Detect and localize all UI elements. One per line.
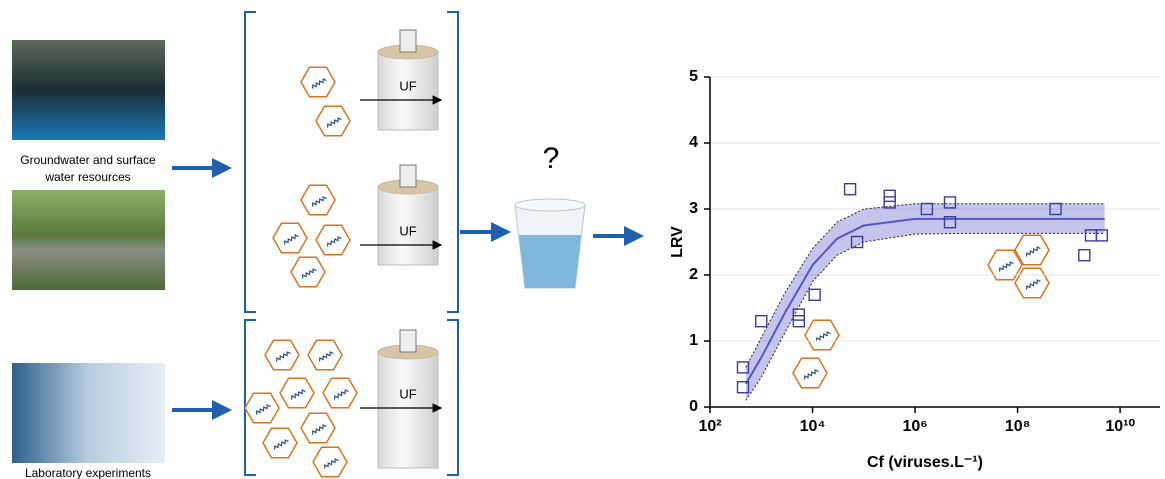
x-axis-label: Cf (viruses.L⁻¹)	[867, 454, 983, 471]
virus-shell	[280, 378, 314, 407]
virus	[301, 67, 335, 96]
virus	[313, 447, 347, 476]
virus	[793, 358, 827, 387]
virus-shell	[301, 185, 335, 214]
y-axis-label: LRV	[669, 226, 686, 258]
y-tick-label: 2	[689, 266, 698, 283]
virus	[316, 106, 350, 135]
uf-label: UF	[399, 386, 416, 401]
source-label: Groundwater and surface	[20, 153, 156, 167]
virus	[1015, 235, 1049, 264]
virus-shell	[291, 257, 325, 286]
cartridge-nozzle	[400, 330, 416, 352]
virus	[805, 320, 839, 349]
virus-shell	[323, 378, 357, 407]
virus-shell	[1015, 268, 1049, 297]
virus	[1015, 268, 1049, 297]
x-tick-label: 10²	[698, 418, 721, 435]
virus-shell	[263, 428, 297, 457]
virus-shell	[1015, 235, 1049, 264]
graphical-abstract: Groundwater and surface water resources …	[0, 0, 1165, 479]
virus	[301, 413, 335, 442]
virus-shell	[316, 106, 350, 135]
data-point	[1079, 250, 1090, 261]
virus-shell	[301, 413, 335, 442]
virus	[291, 257, 325, 286]
data-point	[884, 190, 895, 201]
viruses	[245, 67, 1049, 476]
data-point	[845, 184, 856, 195]
x-tick-label: 10⁶	[902, 418, 927, 435]
water-glass	[515, 199, 585, 288]
y-tick-label: 4	[689, 134, 698, 151]
cartridges	[378, 30, 438, 468]
virus	[265, 340, 299, 369]
cartridge	[378, 352, 438, 468]
uf-label: UF	[399, 78, 416, 93]
virus-shell	[245, 393, 279, 422]
virus-shell	[793, 358, 827, 387]
y-tick-label: 0	[689, 398, 698, 415]
virus-shell	[316, 225, 350, 254]
virus	[308, 340, 342, 369]
virus	[316, 225, 350, 254]
virus	[245, 393, 279, 422]
lab-photo	[12, 363, 165, 463]
data-point	[793, 316, 804, 327]
y-tick-label: 3	[689, 200, 698, 217]
x-tick-label: 10⁸	[1005, 418, 1030, 435]
cartridge-nozzle	[400, 30, 416, 52]
source-label: water resources	[44, 170, 130, 184]
uf-label: UF	[399, 223, 416, 238]
source-label: Laboratory experiments	[25, 466, 151, 479]
virus	[280, 378, 314, 407]
virus-shell	[273, 223, 307, 252]
virus-shell	[265, 340, 299, 369]
question-mark: ?	[543, 142, 560, 175]
river-photo	[12, 190, 165, 290]
data-point	[809, 289, 820, 300]
virus-shell	[301, 67, 335, 96]
virus	[323, 378, 357, 407]
data-point	[756, 316, 767, 327]
virus	[301, 185, 335, 214]
chart: 0 1 2 3 4 5 10² 10⁴ 10⁶ 10⁸ 10¹⁰ Cf (viruses.L⁻¹) LR…	[669, 68, 1160, 471]
y-tick-label: 5	[689, 68, 698, 85]
virus	[263, 428, 297, 457]
cave-photo	[12, 40, 165, 140]
virus-shell	[308, 340, 342, 369]
virus	[273, 223, 307, 252]
x-tick-label: 10⁴	[800, 418, 826, 435]
cartridge-nozzle	[400, 165, 416, 187]
y-tick-label: 1	[689, 332, 698, 349]
virus-shell	[805, 320, 839, 349]
x-tick-label: 10¹⁰	[1105, 418, 1135, 435]
virus-shell	[313, 447, 347, 476]
